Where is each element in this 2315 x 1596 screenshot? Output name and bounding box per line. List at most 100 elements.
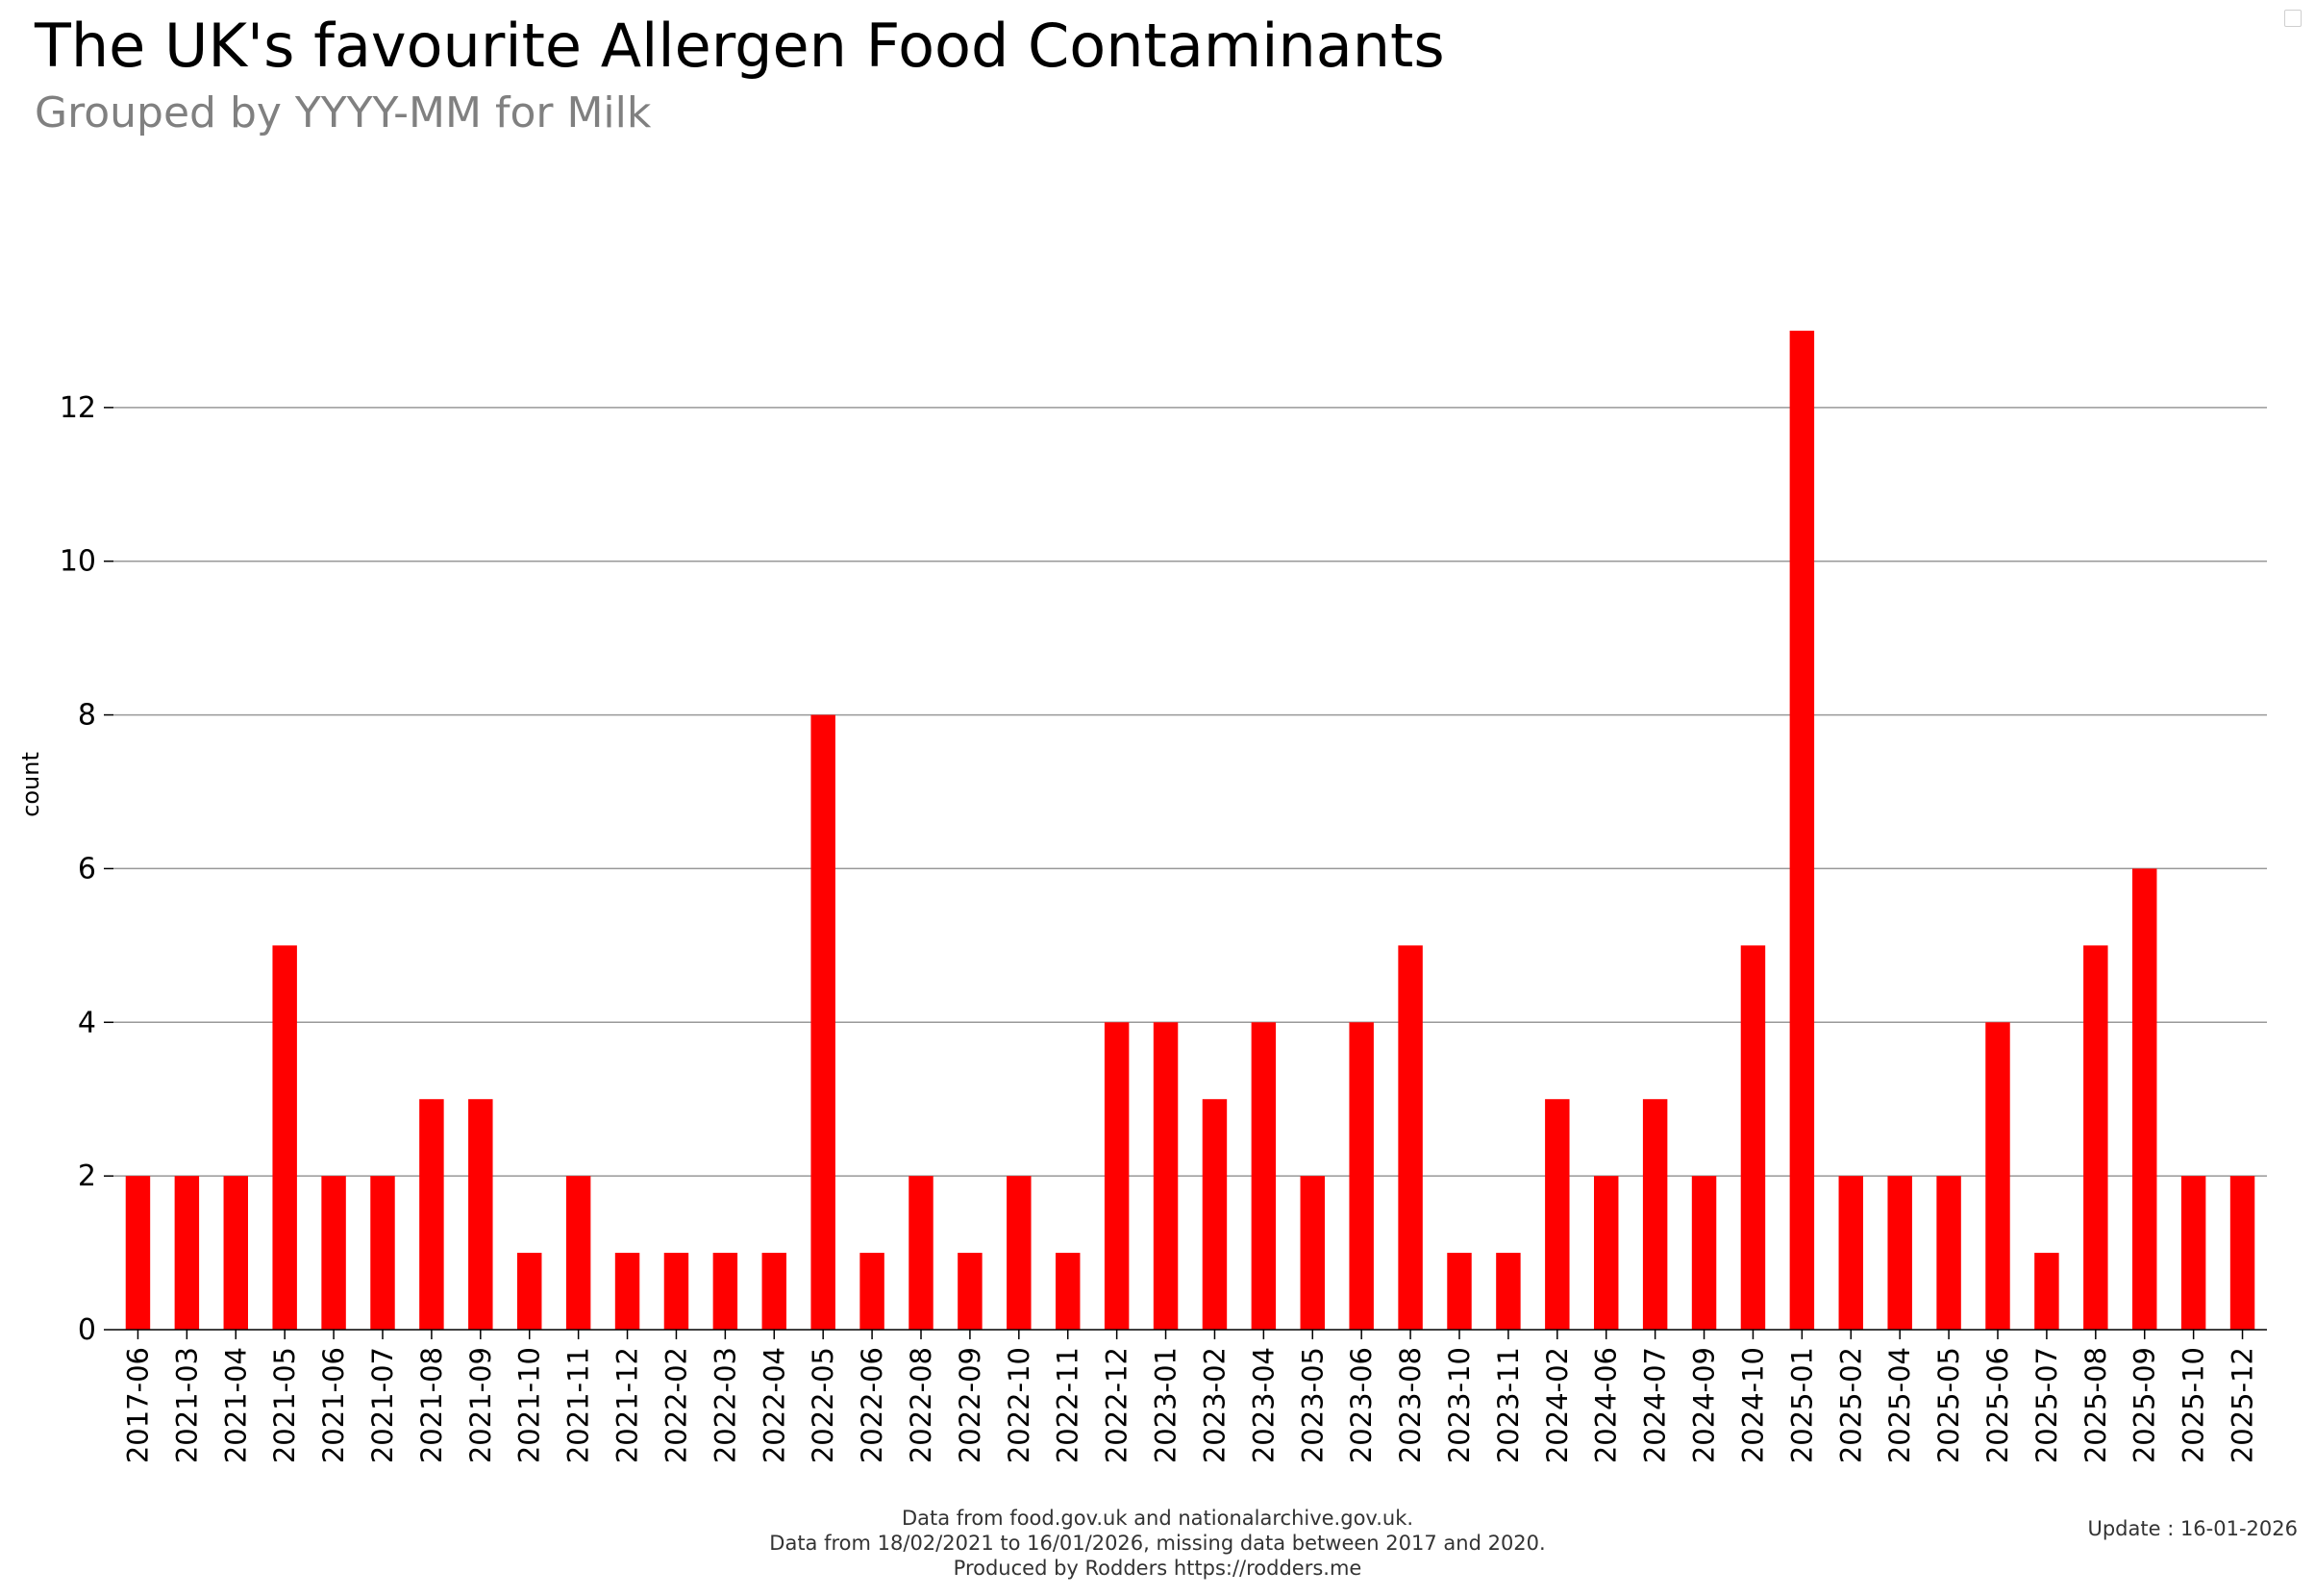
bar-2021-06 <box>321 1176 346 1330</box>
x-tick-label: 2025-02 <box>1834 1347 1867 1463</box>
bar-2022-12 <box>1104 1022 1130 1330</box>
bar-2025-12 <box>2229 1176 2255 1330</box>
footer: Data from food.gov.uk and nationalarchiv… <box>0 1506 2315 1581</box>
x-tick-label: 2022-05 <box>807 1347 839 1463</box>
x-tick-label: 2017-06 <box>121 1347 154 1463</box>
x-tick-label: 2022-12 <box>1101 1347 1133 1463</box>
footer-source: Data from food.gov.uk and nationalarchiv… <box>901 1507 1414 1530</box>
bar-2021-08 <box>419 1099 444 1330</box>
bar-2025-04 <box>1887 1176 1912 1330</box>
x-tick-label: 2021-10 <box>513 1347 546 1463</box>
bar-2022-03 <box>712 1253 738 1330</box>
bar-2021-05 <box>272 945 297 1330</box>
bar-2021-09 <box>468 1099 493 1330</box>
bar-2023-08 <box>1398 945 1423 1330</box>
bar-2017-06 <box>125 1176 151 1330</box>
bar-2022-04 <box>761 1253 786 1330</box>
footer-range: Data from 18/02/2021 to 16/01/2026, miss… <box>769 1532 1546 1555</box>
axes: 0 2 4 6 8 10 12 2017-06 2021-03 2021-04 2021-05 202… <box>60 391 2267 1463</box>
bar-2024-09 <box>1691 1176 1717 1330</box>
bar-2023-02 <box>1202 1099 1228 1330</box>
bar-2022-06 <box>859 1253 884 1330</box>
bar-2025-01 <box>1789 330 1815 1330</box>
x-tick-label: 2023-05 <box>1296 1347 1329 1463</box>
x-tick-label: 2024-02 <box>1541 1347 1574 1463</box>
x-tick-label: 2023-06 <box>1345 1347 1378 1463</box>
x-tick-label: 2022-03 <box>709 1347 741 1463</box>
update-date: Update : 16-01-2026 <box>2087 1517 2298 1540</box>
x-tick-label: 2021-06 <box>317 1347 350 1463</box>
x-tick-label: 2021-08 <box>415 1347 448 1463</box>
x-tick-label: 2022-04 <box>758 1347 790 1463</box>
bar-2024-02 <box>1545 1099 1570 1330</box>
x-tick-label: 2022-11 <box>1052 1347 1084 1463</box>
x-tick-label: 2021-09 <box>464 1347 497 1463</box>
x-tick-label: 2022-06 <box>856 1347 888 1463</box>
y-axis-label: count <box>17 752 44 817</box>
bar-2021-07 <box>370 1176 395 1330</box>
x-tick-label: 2024-09 <box>1688 1347 1721 1463</box>
bar-2025-05 <box>1936 1176 1961 1330</box>
x-tick-label: 2022-08 <box>905 1347 937 1463</box>
bar-2022-11 <box>1056 1253 1081 1330</box>
x-tick-label: 2023-10 <box>1443 1347 1476 1463</box>
x-tick-label: 2023-08 <box>1394 1347 1427 1463</box>
x-tick-label: 2025-06 <box>1981 1347 2014 1463</box>
bar-2025-09 <box>2132 868 2157 1330</box>
bar-2025-10 <box>2180 1176 2206 1330</box>
x-tick-label: 2022-02 <box>660 1347 692 1463</box>
bar-2021-12 <box>614 1253 640 1330</box>
bar-2023-10 <box>1447 1253 1472 1330</box>
x-tick-label: 2021-05 <box>268 1347 301 1463</box>
y-tick-label: 6 <box>78 852 96 885</box>
bar-2021-10 <box>517 1253 542 1330</box>
x-tick-label: 2025-12 <box>2227 1347 2259 1463</box>
gridlines <box>113 407 2267 1177</box>
y-tick-label: 0 <box>78 1313 96 1347</box>
bar-2021-03 <box>174 1176 200 1330</box>
chart-subtitle: Grouped by YYYY-MM for Milk <box>35 88 652 137</box>
bar-2025-06 <box>1985 1022 2010 1330</box>
bar-2025-07 <box>2034 1253 2059 1330</box>
bar-2024-06 <box>1594 1176 1619 1330</box>
x-tick-label: 2022-09 <box>954 1347 986 1463</box>
x-tick-label: 2022-10 <box>1003 1347 1035 1463</box>
x-tick-label: 2021-04 <box>219 1347 252 1463</box>
y-tick-label: 8 <box>78 699 96 733</box>
x-tick-label: 2021-07 <box>366 1347 399 1463</box>
x-tick-label: 2023-01 <box>1150 1347 1182 1463</box>
x-tick-label: 2024-07 <box>1639 1347 1672 1463</box>
bar-2022-05 <box>810 714 835 1330</box>
x-tick-label: 2021-03 <box>170 1347 203 1463</box>
bar-2022-09 <box>958 1253 983 1330</box>
footer-credit: Produced by Rodders https://rodders.me <box>953 1557 1362 1580</box>
x-tick-label: 2023-11 <box>1492 1347 1525 1463</box>
bar-2025-08 <box>2083 945 2108 1330</box>
bar-2025-02 <box>1838 1176 1863 1330</box>
bar-2021-11 <box>565 1176 591 1330</box>
x-tick-label: 2023-04 <box>1247 1347 1280 1463</box>
x-tick-label: 2025-07 <box>2030 1347 2063 1463</box>
x-tick-label: 2025-05 <box>1932 1347 1965 1463</box>
bar-2021-04 <box>223 1176 248 1330</box>
bar-2024-10 <box>1740 945 1766 1330</box>
y-tick-label: 10 <box>60 545 96 579</box>
bar-2022-10 <box>1007 1176 1032 1330</box>
bar-2023-05 <box>1300 1176 1325 1330</box>
bar-2023-01 <box>1153 1022 1179 1330</box>
y-tick-label: 2 <box>78 1160 96 1193</box>
legend-toggle[interactable] <box>2284 10 2302 27</box>
x-tick-label: 2023-02 <box>1198 1347 1231 1463</box>
x-tick-label: 2024-10 <box>1736 1347 1769 1463</box>
bar-2023-11 <box>1496 1253 1521 1330</box>
chart-title: The UK's favourite Allergen Food Contami… <box>35 11 1445 81</box>
bar-2022-02 <box>663 1253 689 1330</box>
x-tick-label: 2021-11 <box>562 1347 595 1463</box>
x-tick-label: 2025-10 <box>2178 1347 2210 1463</box>
x-tick-label: 2024-06 <box>1590 1347 1623 1463</box>
bar-2023-04 <box>1251 1022 1277 1330</box>
x-tick-label: 2025-08 <box>2079 1347 2112 1463</box>
bar-2022-08 <box>909 1176 933 1330</box>
x-tick-label: 2025-09 <box>2128 1347 2161 1463</box>
